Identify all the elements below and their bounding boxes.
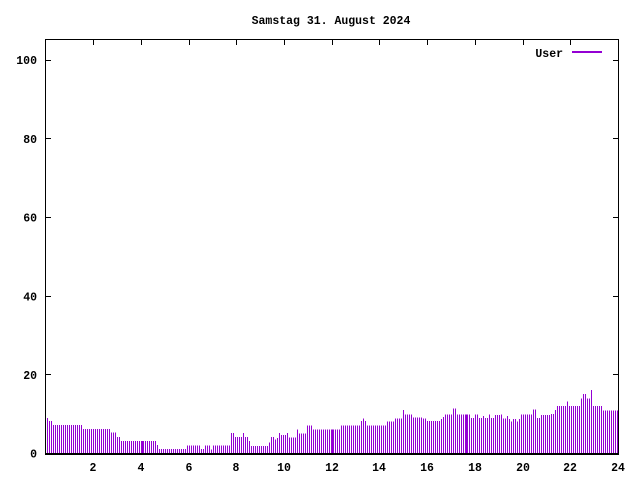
svg-text:100: 100 — [16, 55, 37, 68]
svg-text:20: 20 — [23, 370, 37, 383]
svg-text:0: 0 — [30, 449, 37, 462]
svg-text:4: 4 — [138, 462, 145, 475]
svg-text:6: 6 — [186, 462, 193, 475]
svg-text:18: 18 — [468, 462, 482, 475]
svg-text:12: 12 — [325, 462, 339, 475]
svg-text:22: 22 — [563, 462, 577, 475]
svg-text:16: 16 — [420, 462, 434, 475]
svg-text:24: 24 — [611, 462, 625, 475]
svg-text:80: 80 — [23, 134, 37, 147]
svg-text:User: User — [535, 48, 563, 61]
svg-text:40: 40 — [23, 291, 37, 304]
svg-text:20: 20 — [516, 462, 530, 475]
svg-text:10: 10 — [277, 462, 291, 475]
svg-text:Samstag 31. August 2024: Samstag 31. August 2024 — [252, 15, 411, 28]
svg-text:8: 8 — [233, 462, 240, 475]
svg-text:2: 2 — [90, 462, 97, 475]
svg-text:14: 14 — [372, 462, 386, 475]
svg-text:60: 60 — [23, 213, 37, 226]
